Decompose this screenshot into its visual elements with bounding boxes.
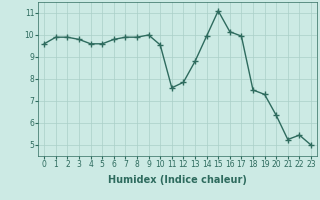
X-axis label: Humidex (Indice chaleur): Humidex (Indice chaleur) [108,175,247,185]
